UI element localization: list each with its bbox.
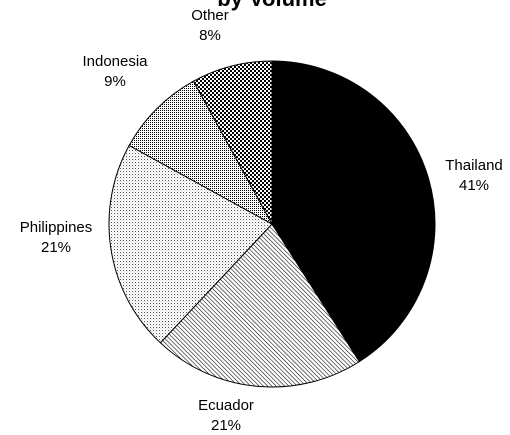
slice-label-other: Other [191, 7, 229, 24]
slice-percent-thailand: 41% [459, 177, 489, 194]
pie-slice-thailand [271, 60, 436, 363]
pie-labels: Thailand 41% Ecuador 21% Philippines 21% Indon… [20, 7, 503, 434]
pie-slices [108, 60, 436, 388]
slice-label-philippines: Philippines [20, 219, 93, 236]
slice-percent-philippines: 21% [41, 239, 71, 256]
slice-percent-ecuador: 21% [211, 417, 241, 434]
pie-slice-ecuador [159, 223, 361, 388]
slice-percent-indonesia: 9% [104, 73, 126, 90]
slice-percent-other: 8% [199, 27, 221, 44]
slice-label-indonesia: Indonesia [82, 53, 148, 70]
slice-label-thailand: Thailand [445, 157, 503, 174]
chart-title: by Volume [217, 0, 327, 11]
pie-slice-philippines [108, 144, 273, 344]
pie-slice-indonesia [128, 80, 274, 226]
slice-label-ecuador: Ecuador [198, 397, 254, 414]
pie-slice-other [192, 60, 273, 225]
